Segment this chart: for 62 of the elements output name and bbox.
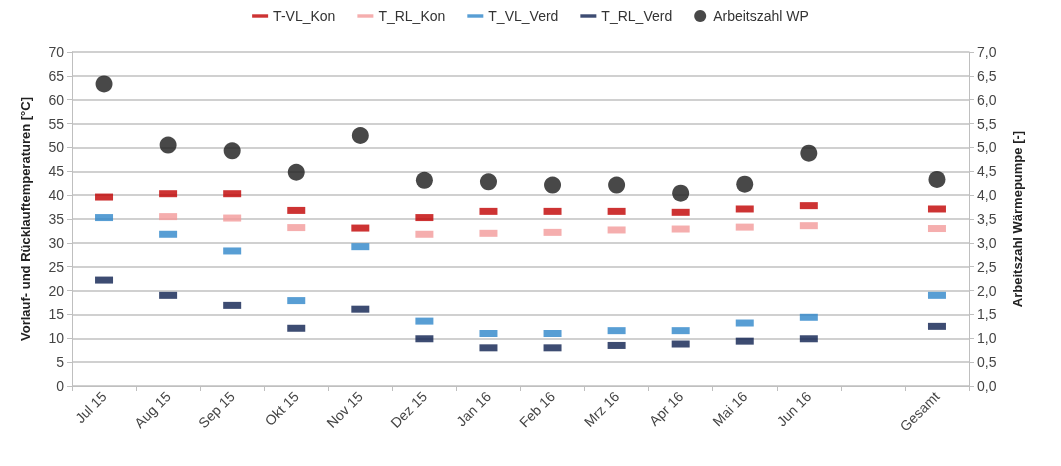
point [672, 184, 690, 202]
y-tick-label: 25 [48, 258, 65, 275]
y-tick-label: 60 [48, 91, 65, 108]
y2-tick-label: 5,0 [977, 139, 997, 156]
x-tick-label: Nov 15 [323, 388, 367, 431]
legend-label: T_RL_Verd [601, 8, 673, 24]
point [800, 144, 818, 162]
y2-tick-label: 1,5 [977, 306, 997, 323]
y2-tick-label: 0,5 [977, 354, 997, 371]
y-tick-label: 30 [48, 234, 65, 251]
y2-tick-label: 2,5 [977, 258, 997, 275]
point [159, 136, 177, 154]
legend-label: T-VL_Kon [273, 8, 336, 24]
y-tick-label: 50 [48, 139, 65, 156]
x-tick-label: Feb 16 [516, 388, 559, 431]
y-tick-label: 0 [56, 378, 65, 394]
point [544, 176, 562, 194]
x-tick-label: Sep 15 [195, 388, 238, 431]
point [223, 142, 241, 160]
point [351, 127, 369, 144]
y2-tick-label: 6,5 [977, 67, 997, 84]
x-tick-label: Aug 15 [131, 388, 174, 431]
y-tick-label: 5 [56, 354, 65, 371]
y2-tick-label: 2,0 [977, 282, 997, 299]
point [479, 173, 497, 191]
legend-label: T_VL_Verd [488, 8, 559, 24]
y2-tick-label: 3,5 [977, 211, 997, 227]
point [95, 75, 113, 93]
point [415, 171, 433, 189]
point [608, 176, 626, 194]
x-tick-label: Mrz 16 [580, 388, 623, 430]
y2-tick-label: 1,0 [977, 330, 997, 347]
y-tick-label: 20 [48, 282, 65, 299]
y-tick-label: 70 [48, 44, 65, 60]
x-tick-label: Apr 16 [645, 388, 687, 429]
y-tick-label: 15 [48, 306, 65, 323]
x-tick-label: Jul 15 [71, 388, 110, 427]
y-tick-label: 45 [48, 163, 65, 180]
y2-tick-label: 5,5 [977, 115, 997, 132]
point [736, 175, 754, 193]
y2-tick-label: 0,0 [977, 378, 997, 394]
y-tick-label: 35 [48, 211, 65, 227]
y-tick-label: 40 [48, 187, 65, 204]
legend-label: Arbeitszahl WP [713, 8, 809, 24]
legend-label: T_RL_Kon [378, 8, 446, 24]
y2-axis-title: Arbeitszahl Wärmepumpe [-] [1010, 130, 1025, 308]
y2-tick-label: 3,0 [977, 234, 997, 251]
y-axis-title: Vorlauf- und Rücklauftemperaturen [°C] [18, 96, 33, 342]
point [287, 163, 305, 181]
x-tick-label: Dez 15 [387, 388, 431, 431]
y2-tick-label: 4,5 [977, 163, 997, 180]
x-tick-label: Okt 15 [261, 388, 303, 429]
y-tick-label: 55 [48, 115, 65, 132]
x-tick-label: Mai 16 [709, 388, 751, 430]
x-tick-label: Jan 16 [453, 388, 495, 430]
y2-tick-label: 7,0 [977, 44, 997, 60]
y-tick-label: 10 [48, 330, 65, 347]
x-tick-label: Jun 16 [773, 388, 815, 430]
point [928, 170, 946, 188]
y-tick-label: 65 [48, 67, 65, 84]
y2-tick-label: 4,0 [977, 187, 997, 204]
y2-tick-label: 6,0 [977, 91, 997, 108]
